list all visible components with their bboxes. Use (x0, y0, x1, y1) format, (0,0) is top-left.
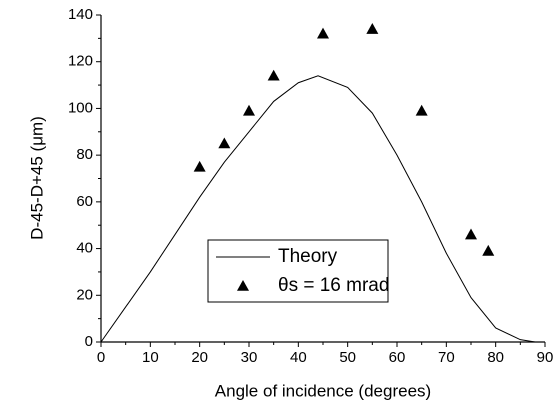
y-tick-label: 140 (68, 6, 93, 23)
x-tick-label: 0 (97, 349, 105, 366)
y-tick-label: 60 (76, 193, 93, 210)
y-tick-label: 40 (76, 240, 93, 257)
y-axis-title: D-45-D+45 (μm) (27, 116, 46, 240)
x-tick-label: 20 (191, 349, 208, 366)
data-point (317, 27, 329, 39)
x-tick-label: 10 (142, 349, 159, 366)
y-tick-label: 20 (76, 286, 93, 303)
data-point (193, 160, 206, 172)
y-tick-label: 0 (85, 333, 93, 350)
y-tick-label: 120 (68, 53, 93, 70)
legend-box (207, 239, 389, 303)
data-point (267, 69, 280, 81)
data-point (415, 104, 428, 116)
legend-label: θs = 16 mrad (278, 275, 389, 296)
data-point (243, 104, 255, 116)
data-point (218, 137, 231, 149)
x-tick-label: 30 (241, 349, 258, 366)
x-tick-label: 50 (339, 349, 356, 366)
y-tick-label: 100 (68, 99, 93, 116)
x-axis-title: Angle of incidence (degrees) (215, 381, 431, 400)
data-point (465, 228, 477, 240)
theory-line (100, 75, 536, 343)
data-point (366, 23, 379, 34)
data-point (482, 244, 495, 256)
x-tick-label: 90 (537, 349, 554, 366)
legend-label: Theory (278, 246, 338, 267)
x-tick-label: 40 (290, 349, 307, 366)
x-tick-label: 60 (389, 349, 406, 366)
x-tick-label: 70 (438, 349, 455, 366)
legend-marker (237, 280, 249, 291)
x-tick-label: 80 (487, 349, 504, 366)
y-tick-label: 80 (76, 146, 93, 163)
